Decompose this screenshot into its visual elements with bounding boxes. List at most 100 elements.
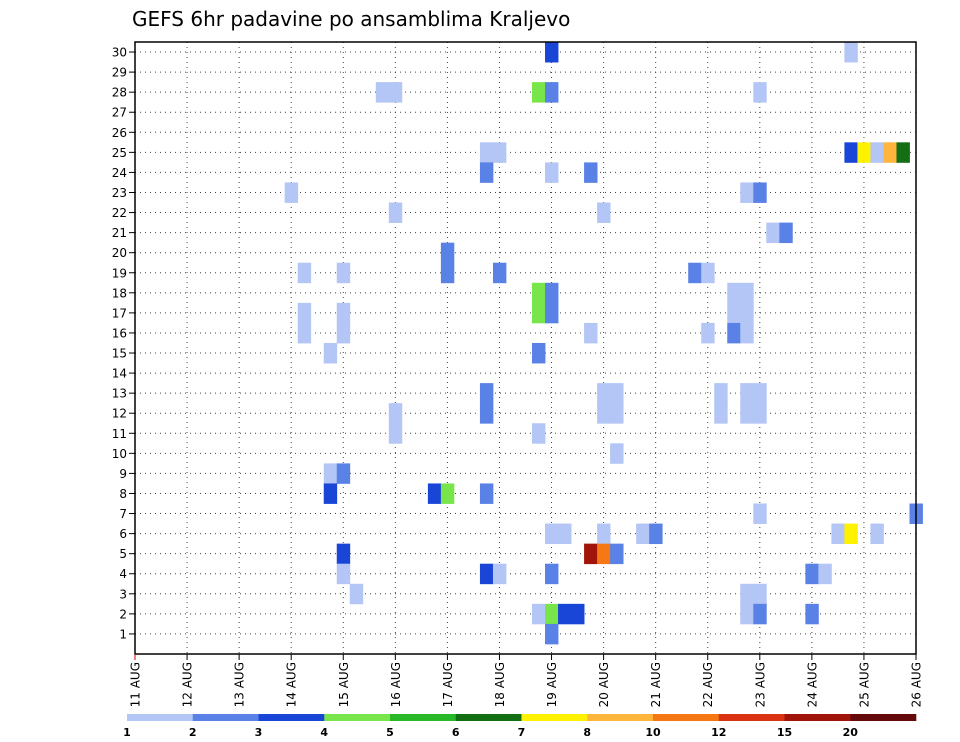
y-tick-label: 1 (119, 627, 127, 641)
heatmap-cell (597, 543, 611, 565)
heatmap-cell (753, 182, 767, 203)
legend-swatch (192, 714, 259, 721)
x-tick-label: 25 AUG (857, 662, 871, 707)
y-tick-label: 3 (119, 587, 127, 601)
y-tick-label: 2 (119, 607, 127, 621)
heatmap-cell (753, 503, 767, 524)
grid (135, 42, 916, 654)
legend-label: 2 (189, 726, 197, 739)
heatmap-cell (545, 162, 559, 183)
heatmap-cell (545, 82, 559, 103)
heatmap-cell (610, 543, 624, 565)
legend: 1 2 3 4 5 6 7 8 10 12 15 20 (123, 714, 917, 739)
x-tick-label: 21 AUG (649, 662, 663, 707)
legend-swatch (784, 714, 851, 721)
heatmap-cell (545, 42, 559, 63)
heatmap-cell (571, 603, 585, 625)
heatmap-cell (597, 202, 611, 223)
heatmap-cell (740, 182, 754, 203)
y-tick-label: 18 (112, 286, 127, 300)
chart-title: GEFS 6hr padavine po ansamblima Kraljevo (132, 7, 570, 31)
heatmap-cell (740, 583, 754, 605)
legend-swatch (455, 714, 522, 721)
heatmap-cell (610, 443, 624, 464)
heatmap-cell (532, 302, 546, 324)
heatmap-cell (636, 523, 650, 545)
heatmap-cell (440, 483, 455, 504)
heatmap-cell (479, 383, 494, 404)
heatmap-cell (297, 302, 312, 324)
y-tick-label: 9 (119, 467, 127, 481)
y-tick-label: 14 (112, 367, 127, 381)
x-tick-label: 13 AUG (233, 662, 247, 707)
heatmap-cell (545, 282, 559, 304)
heatmap-cell (701, 262, 715, 284)
heatmap-cell (740, 302, 754, 324)
y-tick-label: 30 (112, 46, 127, 60)
heatmap-cell (805, 563, 819, 585)
y-tick-label: 8 (119, 487, 127, 501)
heatmap-cell (805, 603, 819, 625)
legend-label: 20 (843, 726, 859, 739)
heatmap-cell (584, 322, 598, 344)
y-axis: 1234567891011121314151617181920212223242… (112, 46, 135, 641)
heatmap-cell (545, 623, 559, 645)
y-tick-label: 19 (112, 266, 127, 280)
heatmap-cell (597, 403, 611, 424)
legend-swatch (850, 714, 917, 721)
heatmap-cell (545, 523, 559, 545)
heatmap-cell (375, 82, 390, 103)
heatmap-cell (558, 603, 572, 625)
y-tick-label: 6 (119, 527, 127, 541)
legend-label: 8 (583, 726, 591, 739)
heatmap-cell (740, 322, 754, 344)
heatmap-cell (492, 142, 507, 163)
legend-label: 15 (777, 726, 792, 739)
heatmap-cell (753, 583, 767, 605)
heatmap-cell (492, 563, 507, 585)
heatmap-cell (284, 182, 299, 203)
y-tick-label: 27 (112, 106, 127, 120)
heatmap-cell (597, 523, 611, 545)
legend-swatch (324, 714, 391, 721)
heatmap-cell (610, 383, 624, 404)
heatmap-cell (388, 202, 403, 223)
heatmap-cell (584, 543, 598, 565)
y-tick-label: 20 (112, 246, 127, 260)
heatmap-cell (844, 142, 858, 163)
heatmap-cell (727, 282, 741, 304)
legend-swatch (587, 714, 654, 721)
heatmap-cell (714, 383, 728, 404)
y-tick-label: 26 (112, 126, 127, 140)
y-tick-label: 21 (112, 226, 127, 240)
heatmap-cell (532, 423, 546, 444)
heatmap-cell (479, 403, 494, 424)
y-tick-label: 15 (112, 347, 127, 361)
x-tick-label: 23 AUG (753, 662, 767, 707)
heatmap-cell (701, 322, 715, 344)
x-tick-label: 11 AUG (129, 662, 143, 707)
heatmap-cell (323, 463, 338, 484)
heatmap-cell (740, 282, 754, 304)
heatmap-cell (388, 423, 403, 444)
heatmap-cell (492, 262, 507, 284)
heatmap-cell (857, 142, 871, 163)
y-tick-label: 22 (112, 206, 127, 220)
heatmap-cell (323, 342, 338, 364)
x-tick-label: 15 AUG (337, 662, 351, 707)
heatmap-cell (532, 282, 546, 304)
heatmap-cell (753, 383, 767, 404)
heatmap-cell (336, 302, 351, 324)
heatmap-cell (753, 403, 767, 424)
legend-swatch (258, 714, 325, 721)
heatmap-cell (532, 342, 546, 364)
y-tick-label: 16 (112, 326, 127, 340)
heatmap-cell (727, 322, 741, 344)
y-tick-label: 4 (119, 567, 127, 581)
x-tick-label: 12 AUG (181, 662, 195, 707)
heatmap-cell (545, 603, 559, 625)
heatmap-cell (336, 463, 351, 484)
heatmap-cell (740, 603, 754, 625)
x-tick-label: 18 AUG (493, 662, 507, 707)
